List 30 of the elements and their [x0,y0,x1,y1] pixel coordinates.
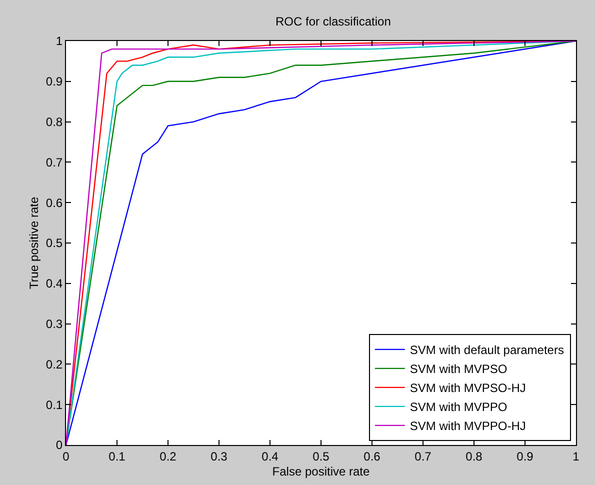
y-tick-label: 0.6 [46,196,63,210]
y-tick-label: 0.5 [46,236,63,250]
legend-label: SVM with MVPPO [410,400,508,414]
x-tick-label: 0.1 [108,449,126,464]
y-tick-label: 1 [56,34,63,48]
x-tick-label: 0.9 [516,449,534,464]
line-series [66,41,576,445]
y-tick-label: 0.4 [46,276,63,291]
x-axis-title: False positive rate [272,464,370,478]
y-tick-label: 0.2 [46,357,63,372]
legend-label: SVM with default parameters [410,343,564,358]
y-tick-label: 0.3 [46,317,63,331]
y-axis-title: True positive rate [27,196,42,290]
y-tick-label: 0.9 [46,74,63,89]
x-tick-label: 0.2 [160,449,177,464]
legend-label: SVM with MVPPO-HJ [410,419,526,434]
chart-title: ROC for classification [276,14,391,28]
x-tick-label: 0.8 [466,449,483,464]
x-tick-label: 0.4 [262,449,279,464]
y-tick-label: 0.8 [46,115,63,129]
x-tick-label: 0.7 [414,449,432,464]
y-tick-label: 0.7 [46,155,63,170]
legend-label: SVM with MVPSO [410,362,508,376]
x-tick-label: 1 [572,449,580,464]
x-tick-label: 0.6 [364,449,381,464]
x-tick-label: 0.5 [312,449,330,464]
x-tick-label: 0.3 [210,449,228,464]
y-tick-label: 0 [56,438,63,452]
y-tick-label: 0.1 [46,398,63,412]
legend-label: SVM with MVPSO-HJ [410,381,526,396]
